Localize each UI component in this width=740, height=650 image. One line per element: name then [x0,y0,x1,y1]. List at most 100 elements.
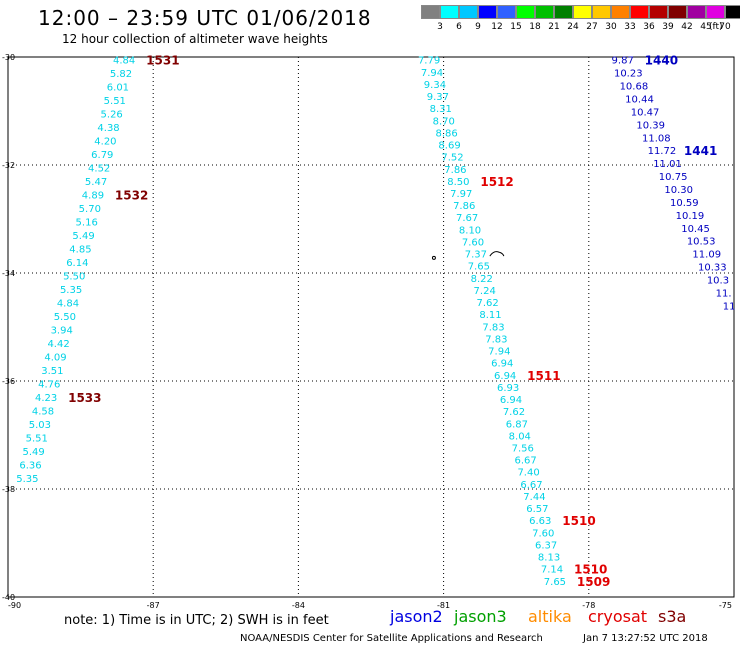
wave-height-value: 8.11 [479,310,501,321]
wave-height-value: 9.34 [424,80,446,91]
wave-height-value: 4.84 [113,56,135,67]
colorbar-tick-label: 27 [586,22,598,32]
islet-outline [431,255,436,260]
colorbar-swatch [554,5,573,19]
longitude-label: -87 [147,601,160,610]
wave-height-value: 9.37 [427,92,449,103]
wave-height-value: 10.23 [614,69,643,80]
wave-height-value: 11.09 [692,250,721,261]
wave-height-value: 5.82 [110,69,132,80]
wave-height-value: 4.76 [38,380,60,391]
pass-time-label: 1509 [577,575,610,589]
mission-legend-item: cryosat [588,607,648,626]
colorbar-swatch [687,5,706,19]
wave-height-value: 7.86 [453,201,475,212]
wave-height-value: 6.63 [529,516,551,527]
wave-height-value: 6.87 [506,419,528,430]
colorbar-tick-labels: 3 6 9 12 15 18 21 24 27 30 33 36 39 42 45 70 [421,22,740,34]
pass-time-label: 1510 [574,563,607,577]
wave-height-value: 7.14 [541,565,563,576]
wave-height-value: 8.70 [433,116,455,127]
wave-height-value: 8.13 [538,553,560,564]
colorbar-swatch [421,5,440,19]
longitude-label: -75 [719,601,732,610]
wave-height-value: 10.75 [659,172,688,183]
wave-height-value: 9.87 [612,56,634,67]
colorbar-tick-label: 36 [643,22,655,32]
wave-height-value: 4.42 [47,339,69,350]
wave-height-value: 7.79 [418,56,440,67]
wave-height-value: 6.94 [494,371,516,382]
wave-height-value: 7.40 [517,468,539,479]
wave-height-value: 6.79 [91,150,113,161]
mission-legend-item: s3a [658,607,687,626]
pass-time-label: 1532 [115,189,148,203]
wave-height-value: 4.23 [35,393,57,404]
axis-labels: -90 -87 -84 -81 -78 -75 -30 -32 -34 -36 -38 -40 [2,53,732,610]
island-shape [431,251,505,260]
wave-height-value: 7.94 [421,68,443,79]
colorbar-tick-label: 42 [681,22,693,32]
map-grid [8,57,734,597]
wave-height-value: 7.60 [532,528,554,539]
longitude-label: -78 [582,601,595,610]
wave-height-value: 5.35 [60,285,82,296]
wave-height-value: 5.16 [76,218,98,229]
page-title: 12:00 – 23:59 UTC 01/06/2018 [38,6,372,30]
wave-height-value: 5.49 [22,447,44,458]
wave-height-value: 7.62 [476,298,498,309]
wave-height-value: 6.67 [520,480,542,491]
wave-height-colorbar [421,5,740,19]
colorbar-tick-label: 3 [437,22,443,32]
wave-height-value: 8.69 [438,141,460,152]
colorbar-swatch [573,5,592,19]
wave-height-value: 8.04 [509,431,531,442]
wave-height-value: 7.37 [465,250,487,261]
longitude-label: -84 [292,601,305,610]
colorbar-swatch [706,5,725,19]
wave-height-value: 10.19 [676,211,705,222]
wave-height-value: 7.65 [468,262,490,273]
wave-height-value: 6.94 [500,395,522,406]
colorbar-tick-label: 39 [662,22,674,32]
colorbar-swatch [725,5,740,19]
pass-time-label: 1510 [562,514,595,528]
colorbar-tick-label: 45 [700,22,712,32]
colorbar-swatch [516,5,535,19]
wave-height-value: 5.51 [104,96,126,107]
colorbar-swatch [611,5,630,19]
colorbar-swatch [440,5,459,19]
latitude-label: -32 [2,161,15,170]
wave-height-value: 4.20 [94,137,116,148]
wave-height-value: 11 [723,301,736,312]
island-outline [489,251,505,257]
wave-height-value: 5.03 [29,420,51,431]
wave-height-value: 5.70 [79,204,101,215]
colorbar-swatch [497,5,516,19]
wave-height-value: 6.94 [491,359,513,370]
wave-height-value: 5.50 [63,272,85,283]
wave-height-value: 7.94 [488,347,510,358]
wave-height-value: 10.59 [670,198,699,209]
wave-height-value: 10.30 [664,185,693,196]
wave-height-value: 8.22 [471,274,493,285]
wave-height-value: 5.51 [26,434,48,445]
pass-time-label: 1440 [645,54,678,68]
wave-height-value: 7.62 [503,407,525,418]
wave-height-value: 7.67 [456,213,478,224]
pass-time-label: 1512 [480,175,513,189]
colorbar-swatch [592,5,611,19]
pass-time-label: 1511 [527,369,560,383]
wave-height-value: 11.08 [642,133,671,144]
colorbar-swatch [478,5,497,19]
mission-legend-item: jason2 [390,607,443,626]
wave-height-value: 7.97 [450,189,472,200]
wave-height-value: 10.33 [698,263,727,274]
colorbar-tick-label: 12 [491,22,503,32]
pass-time-label: 1441 [684,144,717,158]
wave-height-value: 7.52 [441,153,463,164]
wave-height-value: 7.83 [485,334,507,345]
wave-height-value: 11. [716,288,732,299]
wave-height-value: 4.89 [82,191,104,202]
